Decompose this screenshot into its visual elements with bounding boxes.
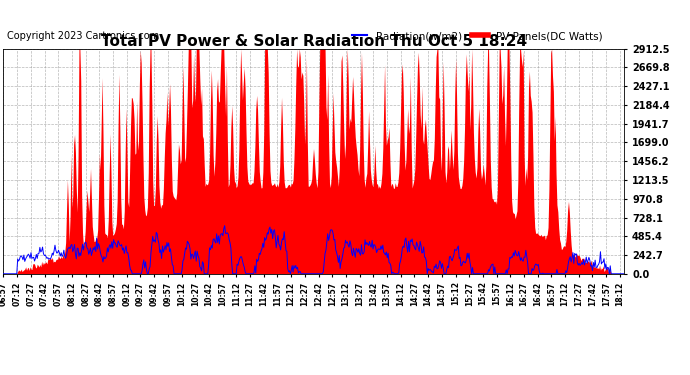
Text: Copyright 2023 Cartronics.com: Copyright 2023 Cartronics.com (7, 32, 159, 41)
Title: Total PV Power & Solar Radiation Thu Oct 5 18:24: Total PV Power & Solar Radiation Thu Oct… (101, 34, 527, 49)
Legend: Radiation(w/m2), PV Panels(DC Watts): Radiation(w/m2), PV Panels(DC Watts) (347, 27, 607, 45)
